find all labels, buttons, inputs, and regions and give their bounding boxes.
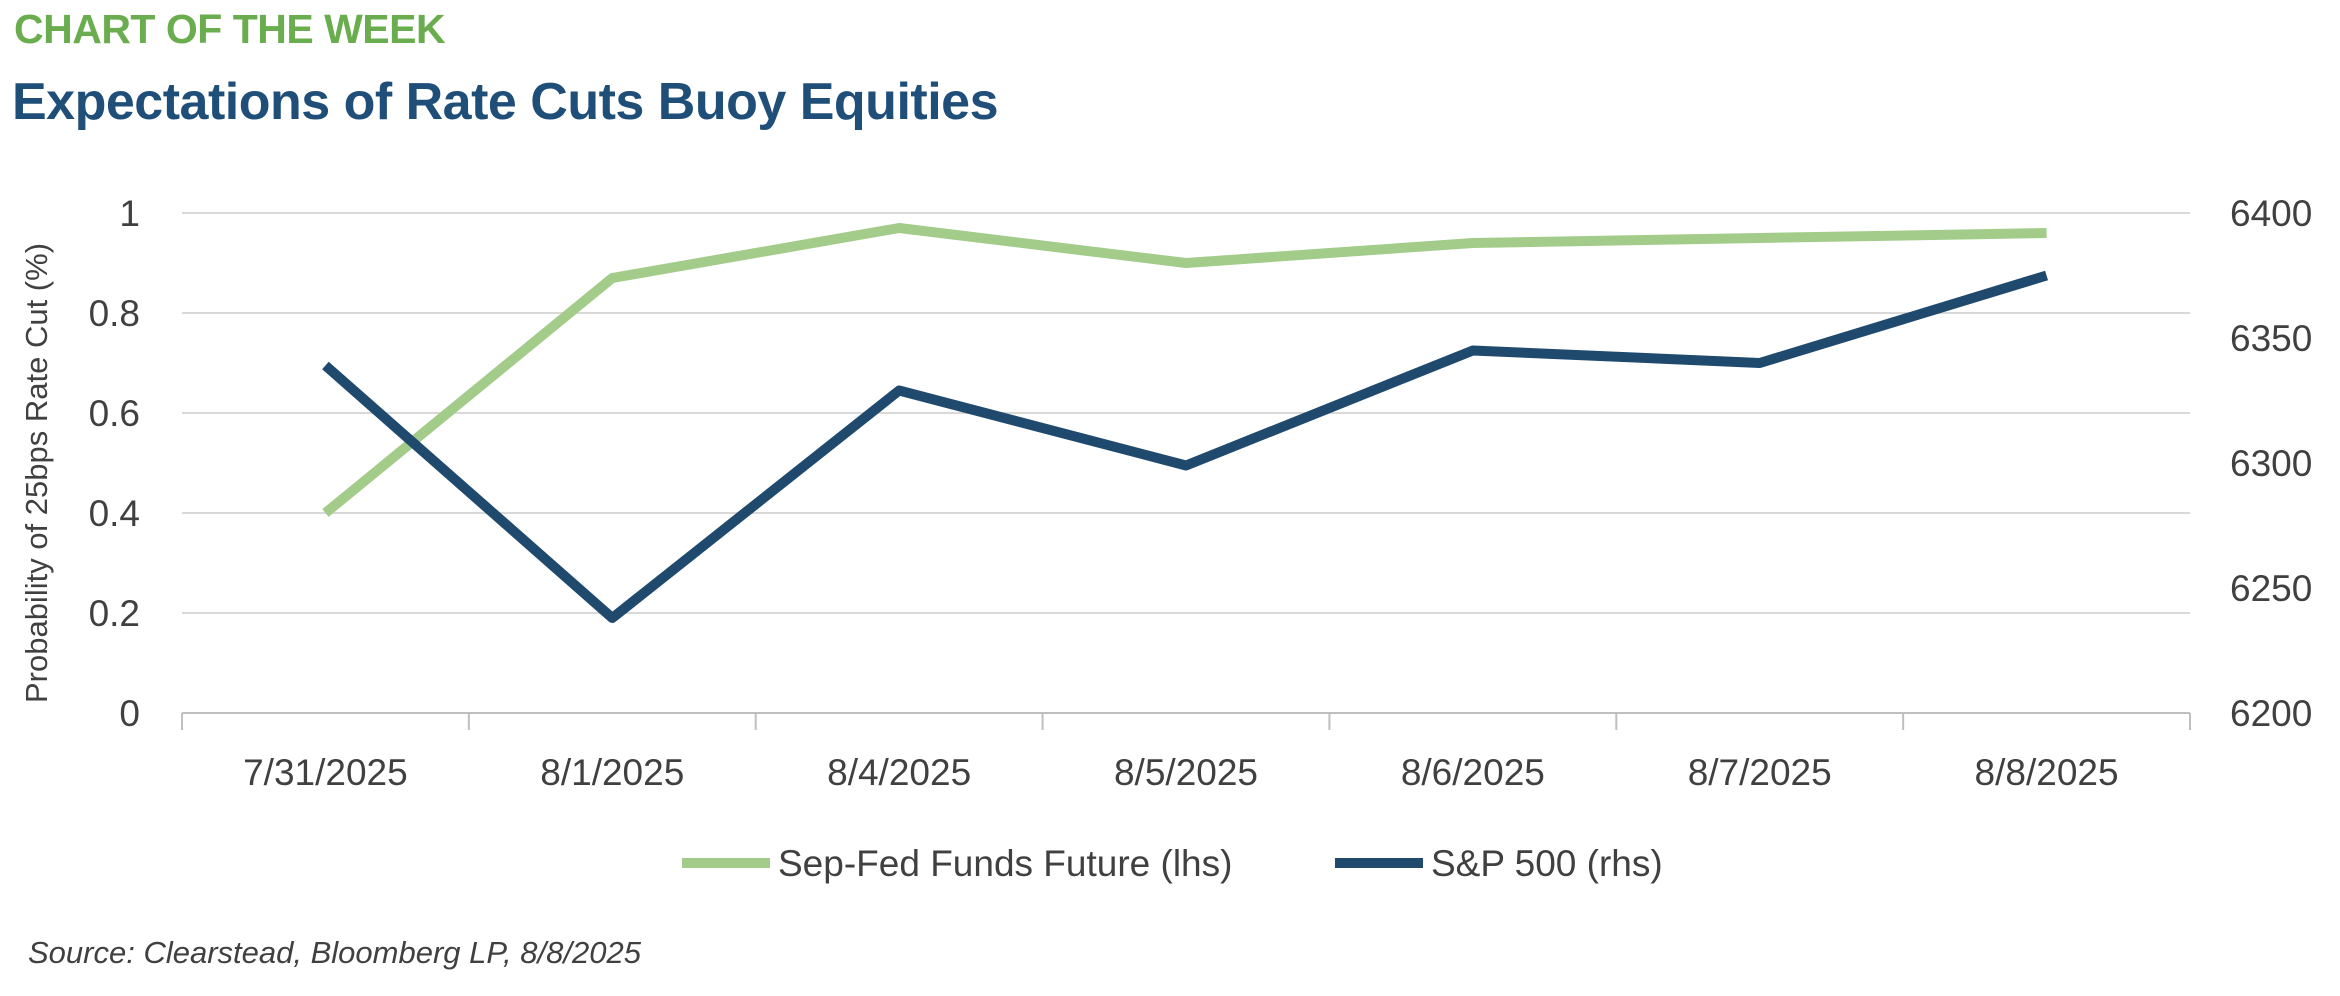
y-left-tick-label: 0.2 xyxy=(89,593,140,634)
y-left-tick-label: 0.8 xyxy=(89,293,140,334)
x-tick-label: 8/4/2025 xyxy=(827,752,971,793)
chart-kicker: CHART OF THE WEEK xyxy=(14,6,446,52)
series-line-fed-funds-future xyxy=(322,223,2047,517)
y-right-tick-label: 6250 xyxy=(2230,568,2312,609)
y-right-tick-label: 6300 xyxy=(2230,443,2312,484)
y-left-tick-label: 0.6 xyxy=(89,393,140,434)
x-tick-label: 7/31/2025 xyxy=(243,752,408,793)
chart-area: 0 0.2 0.4 0.6 0.8 1 6200 6250 6300 6350 6400 7/31/2… xyxy=(19,193,2312,884)
y-left-tick-label: 0.4 xyxy=(89,493,140,534)
y-right-tick-label: 6200 xyxy=(2230,693,2312,734)
x-tick-label: 8/1/2025 xyxy=(540,752,684,793)
source-note: Source: Clearstead, Bloomberg LP, 8/8/20… xyxy=(28,935,641,970)
y-left-axis-title: Probability of 25bps Rate Cut (%) xyxy=(19,243,54,703)
x-tick-label: 8/7/2025 xyxy=(1688,752,1832,793)
x-tick-label: 8/8/2025 xyxy=(1975,752,2119,793)
legend-label: Sep-Fed Funds Future (lhs) xyxy=(778,843,1232,884)
chart-title: Expectations of Rate Cuts Buoy Equities xyxy=(12,73,999,131)
series-line-sp500 xyxy=(322,270,2049,623)
y-left-tick-label: 1 xyxy=(119,193,140,234)
legend-label: S&P 500 (rhs) xyxy=(1431,843,1663,884)
y-right-tick-label: 6350 xyxy=(2230,318,2312,359)
y-right-tick-label: 6400 xyxy=(2230,193,2312,234)
x-tick-label: 8/6/2025 xyxy=(1401,752,1545,793)
x-tick-label: 8/5/2025 xyxy=(1114,752,1258,793)
y-left-tick-label: 0 xyxy=(119,693,140,734)
